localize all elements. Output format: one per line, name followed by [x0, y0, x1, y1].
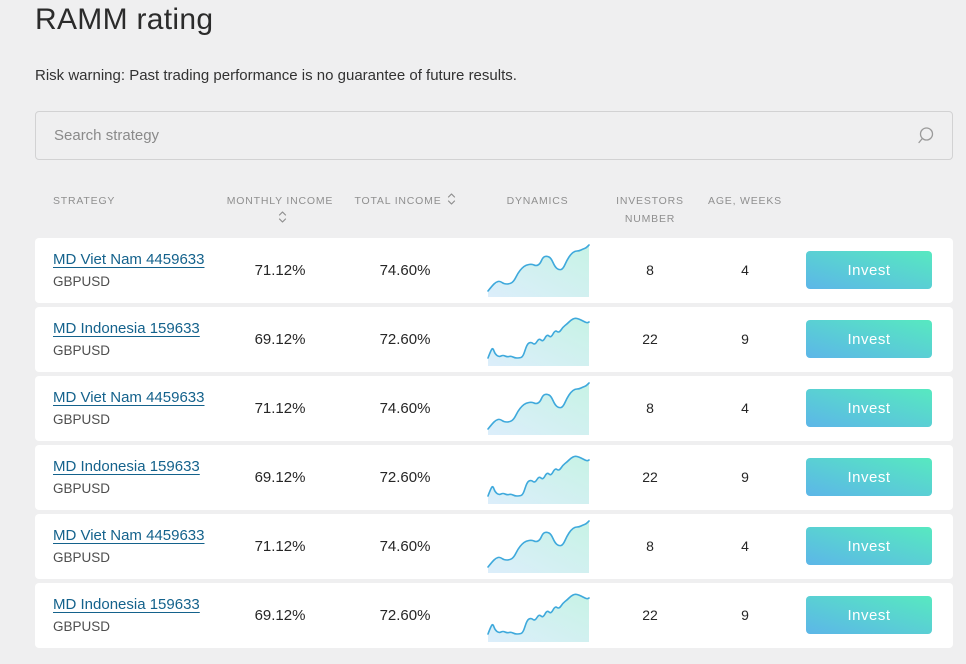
strategy-symbol: GBPUSD [53, 619, 111, 635]
column-header-strategy: STRATEGY [53, 195, 116, 207]
invest-button[interactable]: Invest [806, 458, 932, 497]
sparkline-chart [486, 455, 590, 505]
investors-number-value: 22 [642, 607, 658, 624]
monthly-income-value: 71.12% [254, 399, 306, 417]
table-row: MD Viet Nam 4459633 GBPUSD 71.12% 74.60%… [35, 375, 953, 441]
dynamics-sparkline [475, 307, 600, 372]
total-income-value: 74.60% [379, 261, 431, 279]
age-weeks-value: 9 [741, 607, 749, 624]
table-header: STRATEGY MONTHLY INCOME TOTAL INCOME DYN… [35, 193, 953, 229]
sort-icon [278, 211, 287, 223]
strategy-link[interactable]: MD Indonesia 159633 [53, 458, 200, 476]
strategy-link[interactable]: MD Indonesia 159633 [53, 320, 200, 338]
strategy-link[interactable]: MD Indonesia 159633 [53, 596, 200, 614]
total-income-value: 74.60% [379, 399, 431, 417]
dynamics-sparkline [475, 583, 600, 648]
sparkline-chart [486, 593, 590, 643]
investors-number-value: 8 [646, 262, 654, 279]
ramm-rating-page: RAMM rating Risk warning: Past trading p… [35, 0, 953, 648]
monthly-income-value: 69.12% [254, 330, 306, 348]
sparkline-chart [486, 244, 590, 298]
table-row: MD Indonesia 159633 GBPUSD 69.12% 72.60%… [35, 306, 953, 372]
column-header-total-income[interactable]: TOTAL INCOME [335, 193, 475, 211]
total-income-value: 72.60% [379, 468, 431, 486]
sparkline-chart [486, 317, 590, 367]
total-income-value: 72.60% [379, 330, 431, 348]
table-row: MD Indonesia 159633 GBPUSD 69.12% 72.60%… [35, 582, 953, 648]
sparkline-chart [486, 382, 590, 436]
monthly-income-value: 69.12% [254, 606, 306, 624]
dynamics-sparkline [475, 514, 600, 579]
strategy-link[interactable]: MD Viet Nam 4459633 [53, 389, 205, 407]
invest-button[interactable]: Invest [806, 527, 932, 566]
strategy-link[interactable]: MD Viet Nam 4459633 [53, 527, 205, 545]
dynamics-sparkline [475, 445, 600, 510]
monthly-income-value: 71.12% [254, 537, 306, 555]
invest-button[interactable]: Invest [806, 596, 932, 635]
column-header-monthly-income[interactable]: MONTHLY INCOME [225, 193, 335, 229]
strategy-symbol: GBPUSD [53, 481, 111, 497]
table-row: MD Viet Nam 4459633 GBPUSD 71.12% 74.60%… [35, 513, 953, 579]
age-weeks-value: 4 [741, 538, 749, 555]
page-title: RAMM rating [35, 3, 214, 36]
strategy-symbol: GBPUSD [53, 550, 111, 566]
column-header-investors-number: INVESTORS NUMBER [616, 195, 684, 225]
total-income-value: 72.60% [379, 606, 431, 624]
age-weeks-value: 9 [741, 469, 749, 486]
column-header-dynamics: DYNAMICS [506, 195, 569, 207]
total-income-value: 74.60% [379, 537, 431, 555]
sparkline-chart [486, 520, 590, 574]
strategy-symbol: GBPUSD [53, 274, 111, 290]
strategy-link[interactable]: MD Viet Nam 4459633 [53, 251, 205, 269]
investors-number-value: 8 [646, 400, 654, 417]
age-weeks-value: 4 [741, 262, 749, 279]
monthly-income-value: 69.12% [254, 468, 306, 486]
table-row: MD Viet Nam 4459633 GBPUSD 71.12% 74.60%… [35, 237, 953, 303]
search-input[interactable] [52, 126, 916, 145]
monthly-income-value: 71.12% [254, 261, 306, 279]
column-header-age-weeks: AGE, WEEKS [708, 195, 782, 207]
search-box[interactable] [35, 111, 953, 160]
strategy-symbol: GBPUSD [53, 343, 111, 359]
investors-number-value: 8 [646, 538, 654, 555]
dynamics-sparkline [475, 376, 600, 441]
investors-number-value: 22 [642, 331, 658, 348]
invest-button[interactable]: Invest [806, 251, 932, 290]
dynamics-sparkline [475, 238, 600, 303]
invest-button[interactable]: Invest [806, 389, 932, 428]
invest-button[interactable]: Invest [806, 320, 932, 359]
risk-warning-text: Risk warning: Past trading performance i… [35, 67, 517, 84]
sort-icon [447, 193, 455, 205]
strategy-symbol: GBPUSD [53, 412, 111, 428]
age-weeks-value: 4 [741, 400, 749, 417]
investors-number-value: 22 [642, 469, 658, 486]
table-row: MD Indonesia 159633 GBPUSD 69.12% 72.60%… [35, 444, 953, 510]
search-icon[interactable] [916, 126, 936, 146]
age-weeks-value: 9 [741, 331, 749, 348]
